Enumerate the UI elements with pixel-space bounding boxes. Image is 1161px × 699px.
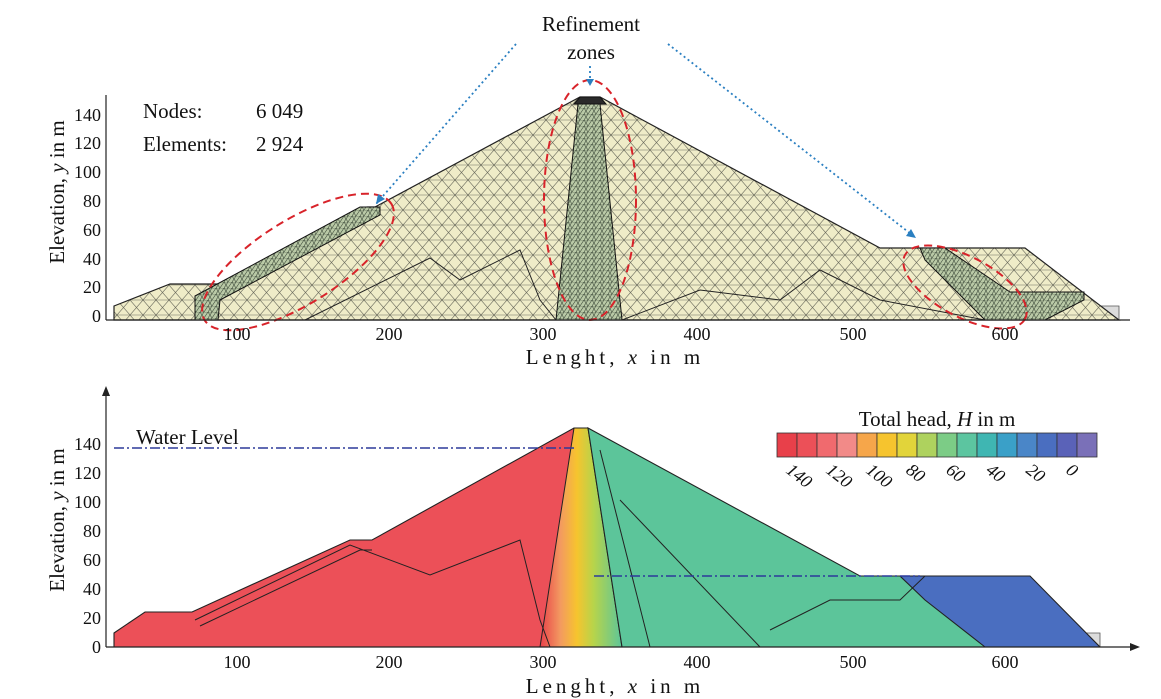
- x-tick: 200: [376, 324, 403, 344]
- y-tick: 40: [83, 249, 101, 269]
- x-tick: 300: [530, 324, 557, 344]
- y-tick: 40: [83, 579, 101, 599]
- legend-swatch: [996, 432, 1018, 458]
- mesh-x-axis-label: Lenght, x in m: [526, 345, 704, 369]
- head-y-axis-label: Elevation, y in m: [45, 448, 69, 591]
- x-tick: 600: [992, 324, 1019, 344]
- legend-tick-label: 60: [943, 459, 969, 486]
- mesh-plot: Refinement zones Nodes: 6 049 Elements: …: [45, 12, 1130, 369]
- downstream-drain-zone: [919, 247, 1085, 321]
- y-tick: 140: [74, 105, 101, 125]
- y-tick: 0: [92, 637, 101, 657]
- head-x-axis-label: Lenght, x in m: [526, 674, 704, 698]
- legend-swatch: [796, 432, 818, 458]
- legend-tick-label: 20: [1023, 459, 1049, 486]
- inner-zone-lines-2: [621, 269, 986, 321]
- elements-value: 2 924: [256, 132, 304, 156]
- mesh-y-ticks: 0 20 40 60 80 100 120 140: [74, 105, 101, 326]
- legend-swatch: [976, 432, 998, 458]
- y-tick: 80: [83, 521, 101, 541]
- legend-tick-label: 40: [983, 459, 1009, 486]
- legend-colorbar: [776, 432, 1098, 458]
- legend-swatch: [1056, 432, 1078, 458]
- legend-swatch: [1016, 432, 1038, 458]
- head-axes: [105, 395, 1132, 648]
- legend-swatch: [936, 432, 958, 458]
- legend-swatch: [856, 432, 878, 458]
- legend-swatch: [876, 432, 898, 458]
- legend-tick-label: 120: [823, 459, 857, 491]
- legend-swatch: [816, 432, 838, 458]
- head-x-ticks: 100 200 300 400 500 600: [224, 652, 1019, 672]
- downstream-shell-head: [587, 426, 987, 648]
- mesh-y-axis-label: Elevation, y in m: [45, 120, 69, 263]
- y-tick: 120: [74, 133, 101, 153]
- water-level-label: Water Level: [136, 425, 239, 449]
- x-tick: 100: [224, 324, 251, 344]
- x-tick: 200: [376, 652, 403, 672]
- legend-swatch: [916, 432, 938, 458]
- elements-label: Elements:: [143, 132, 227, 156]
- nodes-value: 6 049: [256, 99, 303, 123]
- x-tick: 100: [224, 652, 251, 672]
- head-plot: Water Level Total head, H in m 140 120 100…: [45, 386, 1140, 698]
- x-axis-arrow: [1130, 643, 1140, 651]
- y-tick: 20: [83, 277, 101, 297]
- y-tick: 0: [92, 306, 101, 326]
- legend-tick-label: 80: [903, 459, 929, 486]
- mesh-x-ticks: 100 200 300 400 500 600: [224, 324, 1019, 344]
- y-tick: 100: [74, 492, 101, 512]
- legend-swatch: [836, 432, 858, 458]
- legend-ticks: 140 120 100 80 60 40 20 0: [783, 459, 1082, 491]
- head-zone-lines: [194, 539, 551, 648]
- legend-swatch: [956, 432, 978, 458]
- legend-title: Total head, H in m: [859, 407, 1016, 431]
- legend-swatch: [776, 432, 798, 458]
- y-tick: 80: [83, 191, 101, 211]
- annotation-arrows: [375, 43, 917, 239]
- mesh-axes: [105, 95, 1130, 321]
- refinement-zone-right: [902, 244, 1028, 330]
- x-tick: 600: [992, 652, 1019, 672]
- x-tick: 500: [840, 324, 867, 344]
- legend-swatch: [896, 432, 918, 458]
- legend-tick-label: 0: [1063, 459, 1082, 480]
- head-zone-lines-5: [769, 575, 926, 631]
- legend-tick-label: 100: [863, 459, 897, 491]
- head-zone-lines-4: [619, 499, 761, 648]
- upstream-shell-head: [113, 427, 579, 648]
- head-zone-lines-2: [199, 549, 372, 627]
- legend-swatch: [1036, 432, 1058, 458]
- legend-swatch: [1076, 432, 1098, 458]
- y-tick: 120: [74, 463, 101, 483]
- head-zone-lines-3: [599, 449, 651, 648]
- core-crest: [572, 96, 608, 105]
- inner-zone-lines: [304, 249, 557, 321]
- annotation-line-1: Refinement: [542, 12, 640, 36]
- y-tick: 60: [83, 550, 101, 570]
- x-tick: 400: [684, 324, 711, 344]
- legend-tick-label: 140: [783, 459, 817, 491]
- head-y-ticks: 0 20 40 60 80 100 120 140: [74, 434, 101, 657]
- y-tick: 140: [74, 434, 101, 454]
- x-tick: 500: [840, 652, 867, 672]
- x-tick: 300: [530, 652, 557, 672]
- annotation-line-2: zones: [567, 40, 615, 64]
- y-tick: 100: [74, 162, 101, 182]
- y-tick: 60: [83, 220, 101, 240]
- x-tick: 400: [684, 652, 711, 672]
- nodes-label: Nodes:: [143, 99, 203, 123]
- y-tick: 20: [83, 608, 101, 628]
- y-axis-arrow: [102, 386, 110, 396]
